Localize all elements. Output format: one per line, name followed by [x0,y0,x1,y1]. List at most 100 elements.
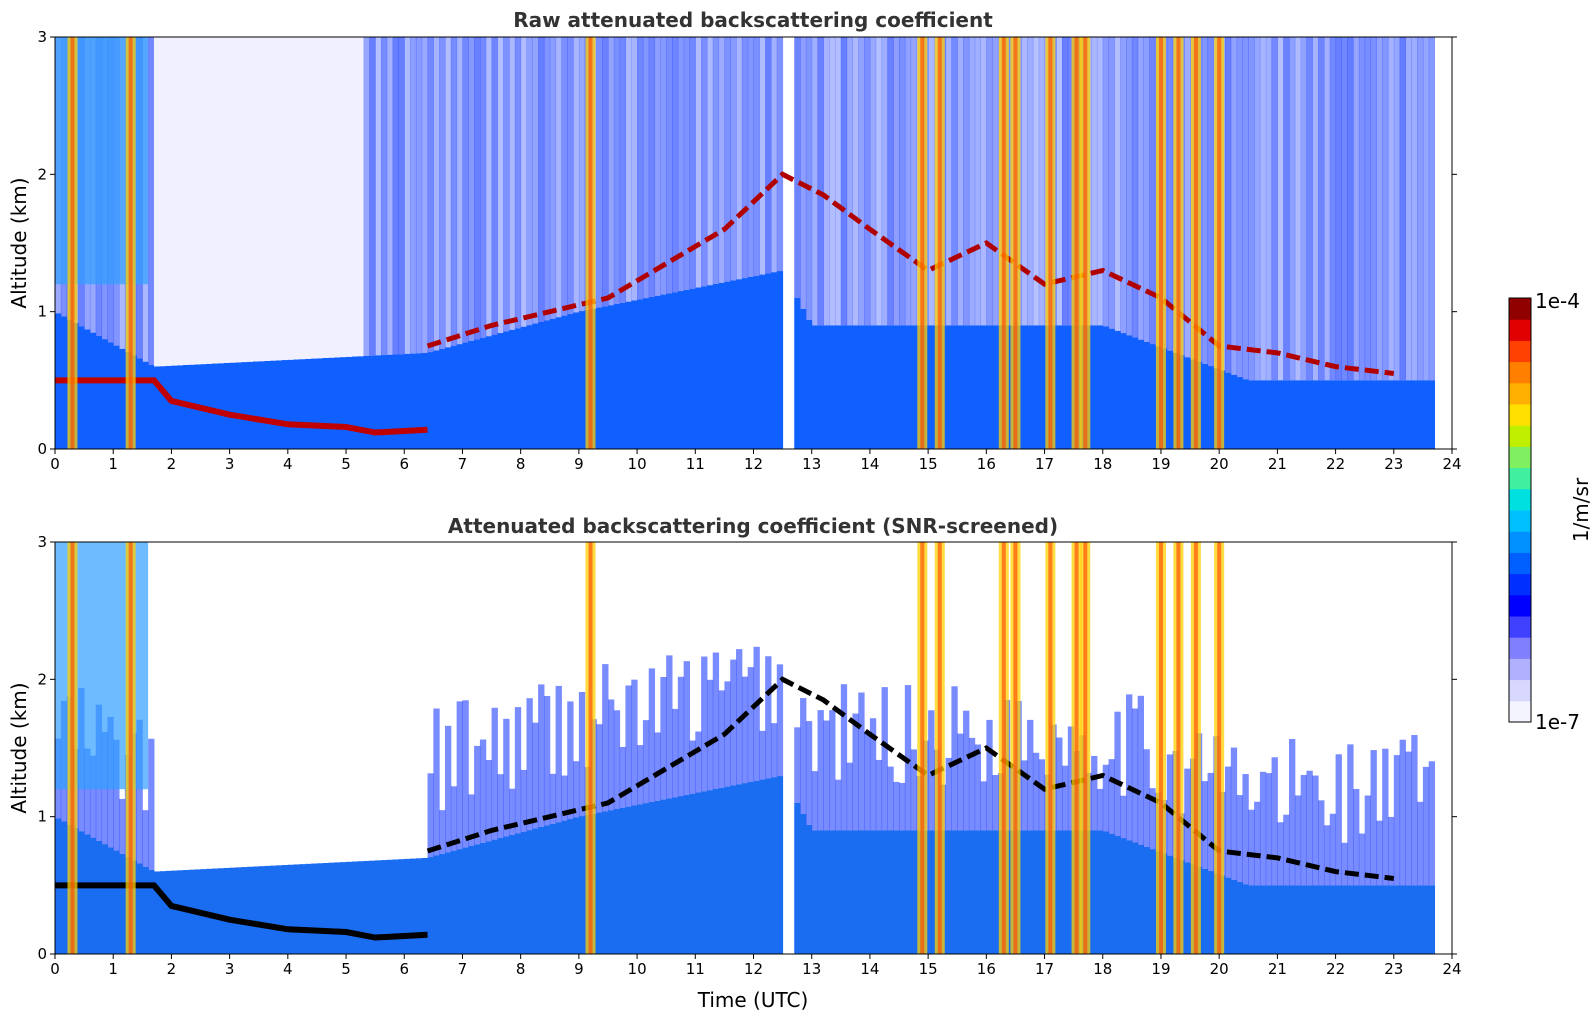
bl-column [311,863,318,954]
x-tick-label: 0 [50,455,60,473]
bl-column [404,353,411,449]
plume-core [1013,37,1018,449]
noise-column [1289,37,1296,381]
colorbar-max-label: 1e-4 [1535,289,1580,313]
noise-column [369,37,376,356]
noise-column [456,37,463,345]
noise-column [1126,37,1133,336]
colorbar-step [1509,467,1531,490]
noise-column [1265,37,1273,381]
bl-column [619,302,626,449]
bl-column [1254,885,1261,954]
bl-column [543,320,551,449]
bl-column [258,361,266,449]
noise-column [293,37,300,360]
noise-column [904,37,912,326]
bl-column [1323,380,1331,449]
plume-core [1158,37,1163,449]
bl-column [1294,380,1302,449]
bl-column [1126,335,1133,449]
panel-screened-heatmap [55,542,1452,954]
screened-column [136,719,143,864]
noise-column [421,37,429,354]
noise-column [706,37,714,286]
screened-column [1417,801,1424,886]
bl-column [730,785,737,954]
noise-column [1242,37,1249,380]
noise-column [963,37,970,326]
colorbar-step [1509,510,1531,532]
bl-column [625,806,632,954]
bl-column [252,361,260,449]
screened-column [1091,755,1098,831]
plume-core [937,542,942,954]
bl-column [776,271,784,449]
x-tick-label: 15 [919,455,938,473]
x-tick-label: 14 [860,960,879,978]
x-tick-label: 11 [686,960,705,978]
y-tick-label: 1 [37,303,47,321]
screened-column [514,707,522,834]
bl-column [992,325,999,449]
noise-column [427,37,434,353]
noise-column [672,37,679,293]
bl-column [427,352,434,449]
screened-column [555,685,562,823]
noise-column [1382,37,1389,381]
bl-column [648,801,656,954]
bl-column [235,362,242,449]
noise-column [1358,37,1366,381]
plume-core [1074,542,1079,954]
noise-column [497,37,504,334]
noise-column [864,37,871,326]
noise-column [1143,37,1150,342]
noise-column [992,37,999,326]
screened-column [823,720,830,831]
x-tick-label: 10 [628,960,647,978]
noise-column [1347,37,1354,381]
noise-column [322,37,330,358]
screened-column [1364,795,1372,886]
noise-column [1120,37,1127,334]
bl-column [899,830,906,954]
panel-raw-title: Raw attenuated backscattering coefficien… [513,8,993,32]
noise-column [450,37,458,346]
bl-column [1353,885,1360,954]
noise-column [846,37,853,326]
x-tick-label: 23 [1384,455,1403,473]
bl-column [439,348,446,449]
noise-column [485,37,493,337]
bl-column [1335,380,1342,449]
screened-column [805,721,813,825]
noise-column [165,37,172,366]
colorbar-frame [1508,297,1532,723]
noise-column [1300,37,1307,381]
noise-column [153,37,161,367]
colorbar: 1e-4 1e-7 1/m/sr [1508,289,1593,734]
screened-column [689,740,696,794]
bl-column [625,301,632,449]
screened-column [491,707,498,840]
bl-column [1027,325,1034,449]
bl-column [1329,380,1337,449]
bl-column [1399,380,1406,449]
bl-column [346,356,353,449]
screened-column [532,722,539,829]
x-tick-label: 1 [108,455,118,473]
screened-column [444,725,452,853]
screened-column [817,710,824,831]
bl-column [1329,885,1337,954]
bl-column [1102,326,1110,449]
bl-column [241,867,248,954]
screened-column [904,685,912,831]
screened-column [881,687,888,831]
noise-column [736,37,743,280]
noise-column [1411,37,1418,381]
bl-column [299,864,306,954]
screened-column [642,720,650,804]
bl-column [398,354,405,449]
bl-column [637,299,644,449]
screened-column [1329,813,1337,886]
noise-column [491,37,498,335]
bl-column [794,802,801,954]
